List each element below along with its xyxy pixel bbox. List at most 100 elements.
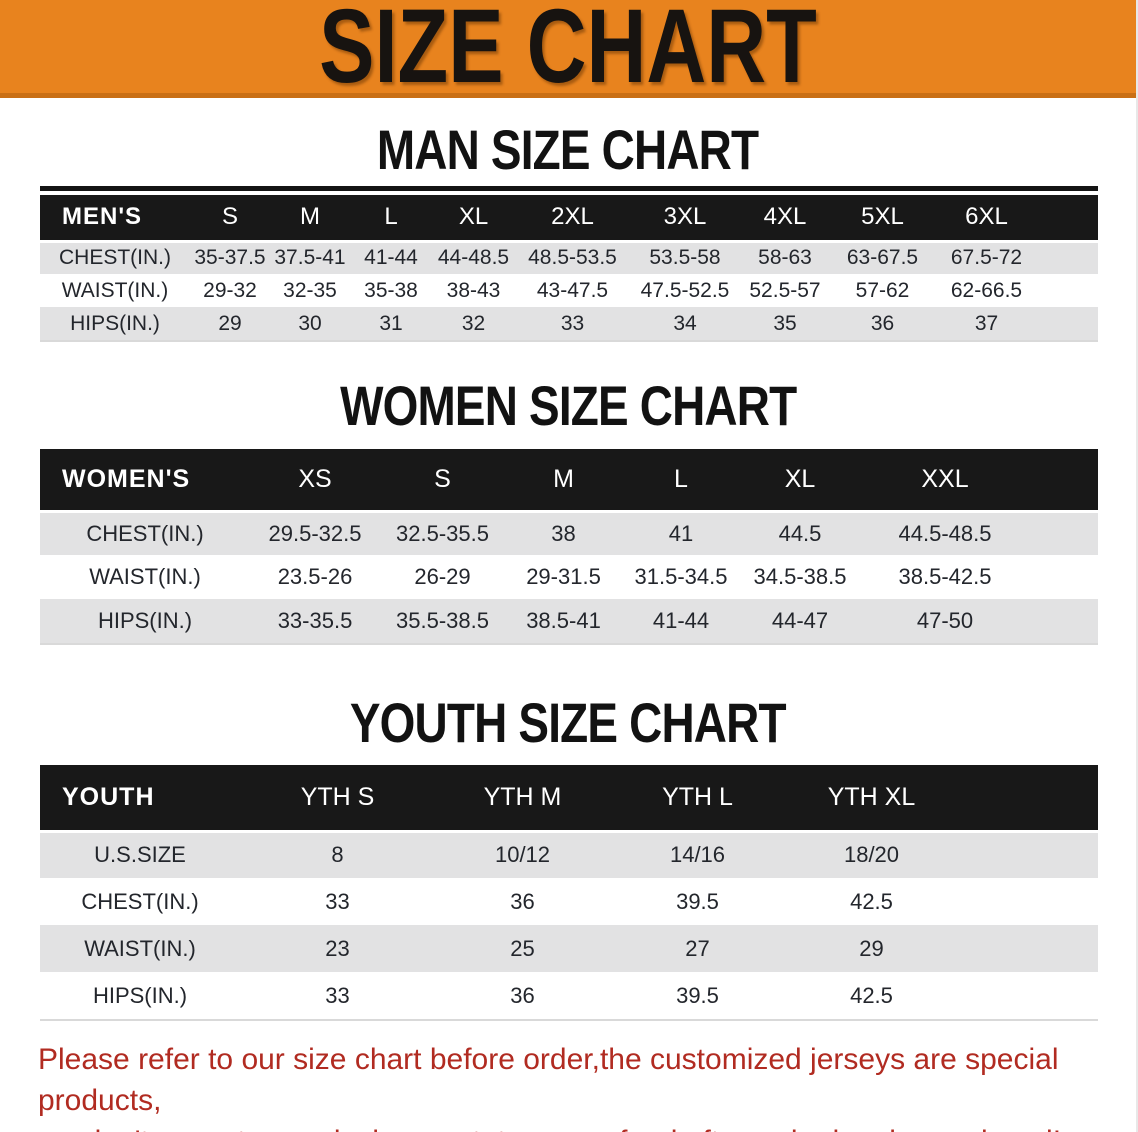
size-value: 29-32 bbox=[190, 274, 270, 307]
size-value: 14/16 bbox=[610, 831, 785, 878]
size-value: 31.5-34.5 bbox=[622, 555, 740, 599]
size-value: 42.5 bbox=[785, 972, 1098, 1019]
size-value: 44-48.5 bbox=[432, 241, 515, 274]
size-value: 39.5 bbox=[610, 972, 785, 1019]
women-section-heading: WOMEN SIZE CHART bbox=[0, 378, 1136, 434]
size-col-header: XXL bbox=[860, 449, 1098, 513]
youth-heading-text: YOUTH SIZE CHART bbox=[350, 691, 787, 754]
disclaimer-text: Please refer to our size chart before or… bbox=[38, 1039, 1094, 1132]
size-value: 57-62 bbox=[830, 274, 935, 307]
size-value: 63-67.5 bbox=[830, 241, 935, 274]
size-col-header: 3XL bbox=[630, 195, 740, 243]
youth-section: YOUTH SIZE CHART YOUTH YTH S YTH M YTH L… bbox=[0, 695, 1136, 1021]
size-value: 37.5-41 bbox=[270, 241, 350, 274]
men-table-label: MEN'S bbox=[40, 195, 190, 243]
size-value: 38.5-42.5 bbox=[860, 555, 1098, 599]
men-section: MAN SIZE CHART MEN'S S M L XL 2XL 3XL 4X… bbox=[0, 122, 1136, 342]
size-value: 53.5-58 bbox=[630, 241, 740, 274]
row-label: U.S.SIZE bbox=[40, 831, 240, 878]
size-value: 8 bbox=[240, 831, 435, 878]
size-value: 47-50 bbox=[860, 599, 1098, 643]
size-value: 29.5-32.5 bbox=[250, 511, 380, 555]
page-title: SIZE CHART bbox=[319, 0, 817, 105]
size-value: 42.5 bbox=[785, 878, 1098, 925]
size-value: 27 bbox=[610, 925, 785, 972]
row-label: HIPS(IN.) bbox=[40, 599, 250, 643]
size-value: 23.5-26 bbox=[250, 555, 380, 599]
women-table-bottom-rule bbox=[40, 643, 1098, 645]
disclaimer-line-2: we don't accept cancel, change, teturn o… bbox=[38, 1121, 1094, 1132]
row-label: CHEST(IN.) bbox=[40, 241, 190, 274]
row-label: HIPS(IN.) bbox=[40, 307, 190, 340]
women-hips-row: HIPS(IN.) 33-35.5 35.5-38.5 38.5-41 41-4… bbox=[40, 599, 1098, 643]
size-value: 10/12 bbox=[435, 831, 610, 878]
size-value: 29 bbox=[785, 925, 1098, 972]
size-value: 35.5-38.5 bbox=[380, 599, 505, 643]
men-size-table: MEN'S S M L XL 2XL 3XL 4XL 5XL 6XL CHEST… bbox=[40, 195, 1098, 340]
youth-table-label: YOUTH bbox=[40, 765, 240, 833]
women-table-label: WOMEN'S bbox=[40, 449, 250, 513]
youth-ussize-row: U.S.SIZE 8 10/12 14/16 18/20 bbox=[40, 831, 1098, 878]
size-value: 41-44 bbox=[350, 241, 432, 274]
title-banner: SIZE CHART bbox=[0, 0, 1136, 105]
row-label: WAIST(IN.) bbox=[40, 555, 250, 599]
size-value: 62-66.5 bbox=[935, 274, 1098, 307]
size-col-header: 4XL bbox=[740, 195, 830, 243]
men-waist-row: WAIST(IN.) 29-32 32-35 35-38 38-43 43-47… bbox=[40, 274, 1098, 307]
size-col-header: XL bbox=[432, 195, 515, 243]
size-value: 39.5 bbox=[610, 878, 785, 925]
size-value: 31 bbox=[350, 307, 432, 340]
women-chest-row: CHEST(IN.) 29.5-32.5 32.5-35.5 38 41 44.… bbox=[40, 511, 1098, 555]
size-value: 38.5-41 bbox=[505, 599, 622, 643]
size-col-header: S bbox=[380, 449, 505, 513]
youth-chest-row: CHEST(IN.) 33 36 39.5 42.5 bbox=[40, 878, 1098, 925]
size-col-header: 2XL bbox=[515, 195, 630, 243]
youth-waist-row: WAIST(IN.) 23 25 27 29 bbox=[40, 925, 1098, 972]
size-value: 23 bbox=[240, 925, 435, 972]
men-header-row: MEN'S S M L XL 2XL 3XL 4XL 5XL 6XL bbox=[40, 195, 1098, 243]
size-value: 36 bbox=[830, 307, 935, 340]
size-value: 37 bbox=[935, 307, 1098, 340]
size-value: 35-37.5 bbox=[190, 241, 270, 274]
men-chest-row: CHEST(IN.) 35-37.5 37.5-41 41-44 44-48.5… bbox=[40, 241, 1098, 274]
size-value: 38 bbox=[505, 511, 622, 555]
size-value: 35-38 bbox=[350, 274, 432, 307]
size-value: 58-63 bbox=[740, 241, 830, 274]
men-table-bottom-rule bbox=[40, 340, 1098, 342]
size-value: 25 bbox=[435, 925, 610, 972]
women-waist-row: WAIST(IN.) 23.5-26 26-29 29-31.5 31.5-34… bbox=[40, 555, 1098, 599]
women-heading-text: WOMEN SIZE CHART bbox=[339, 374, 797, 437]
size-col-header: YTH S bbox=[240, 765, 435, 833]
size-value: 33-35.5 bbox=[250, 599, 380, 643]
size-value: 67.5-72 bbox=[935, 241, 1098, 274]
size-col-header: L bbox=[622, 449, 740, 513]
size-value: 33 bbox=[515, 307, 630, 340]
men-table-top-rule bbox=[40, 186, 1098, 191]
size-value: 48.5-53.5 bbox=[515, 241, 630, 274]
size-value: 36 bbox=[435, 972, 610, 1019]
size-value: 52.5-57 bbox=[740, 274, 830, 307]
row-label: HIPS(IN.) bbox=[40, 972, 240, 1019]
size-value: 32.5-35.5 bbox=[380, 511, 505, 555]
size-value: 41 bbox=[622, 511, 740, 555]
row-label: CHEST(IN.) bbox=[40, 511, 250, 555]
disclaimer-line-1: Please refer to our size chart before or… bbox=[38, 1043, 1059, 1117]
size-value: 29-31.5 bbox=[505, 555, 622, 599]
men-section-heading: MAN SIZE CHART bbox=[0, 122, 1136, 178]
size-col-header: YTH L bbox=[610, 765, 785, 833]
youth-hips-row: HIPS(IN.) 33 36 39.5 42.5 bbox=[40, 972, 1098, 1019]
men-heading-text: MAN SIZE CHART bbox=[377, 118, 759, 181]
size-value: 36 bbox=[435, 878, 610, 925]
row-label: WAIST(IN.) bbox=[40, 925, 240, 972]
size-col-header: XS bbox=[250, 449, 380, 513]
size-col-header: YTH XL bbox=[785, 765, 1098, 833]
row-label: CHEST(IN.) bbox=[40, 878, 240, 925]
size-value: 41-44 bbox=[622, 599, 740, 643]
size-value: 29 bbox=[190, 307, 270, 340]
youth-header-row: YOUTH YTH S YTH M YTH L YTH XL bbox=[40, 765, 1098, 833]
size-value: 33 bbox=[240, 878, 435, 925]
size-value: 34.5-38.5 bbox=[740, 555, 860, 599]
size-value: 32 bbox=[432, 307, 515, 340]
size-col-header: S bbox=[190, 195, 270, 243]
